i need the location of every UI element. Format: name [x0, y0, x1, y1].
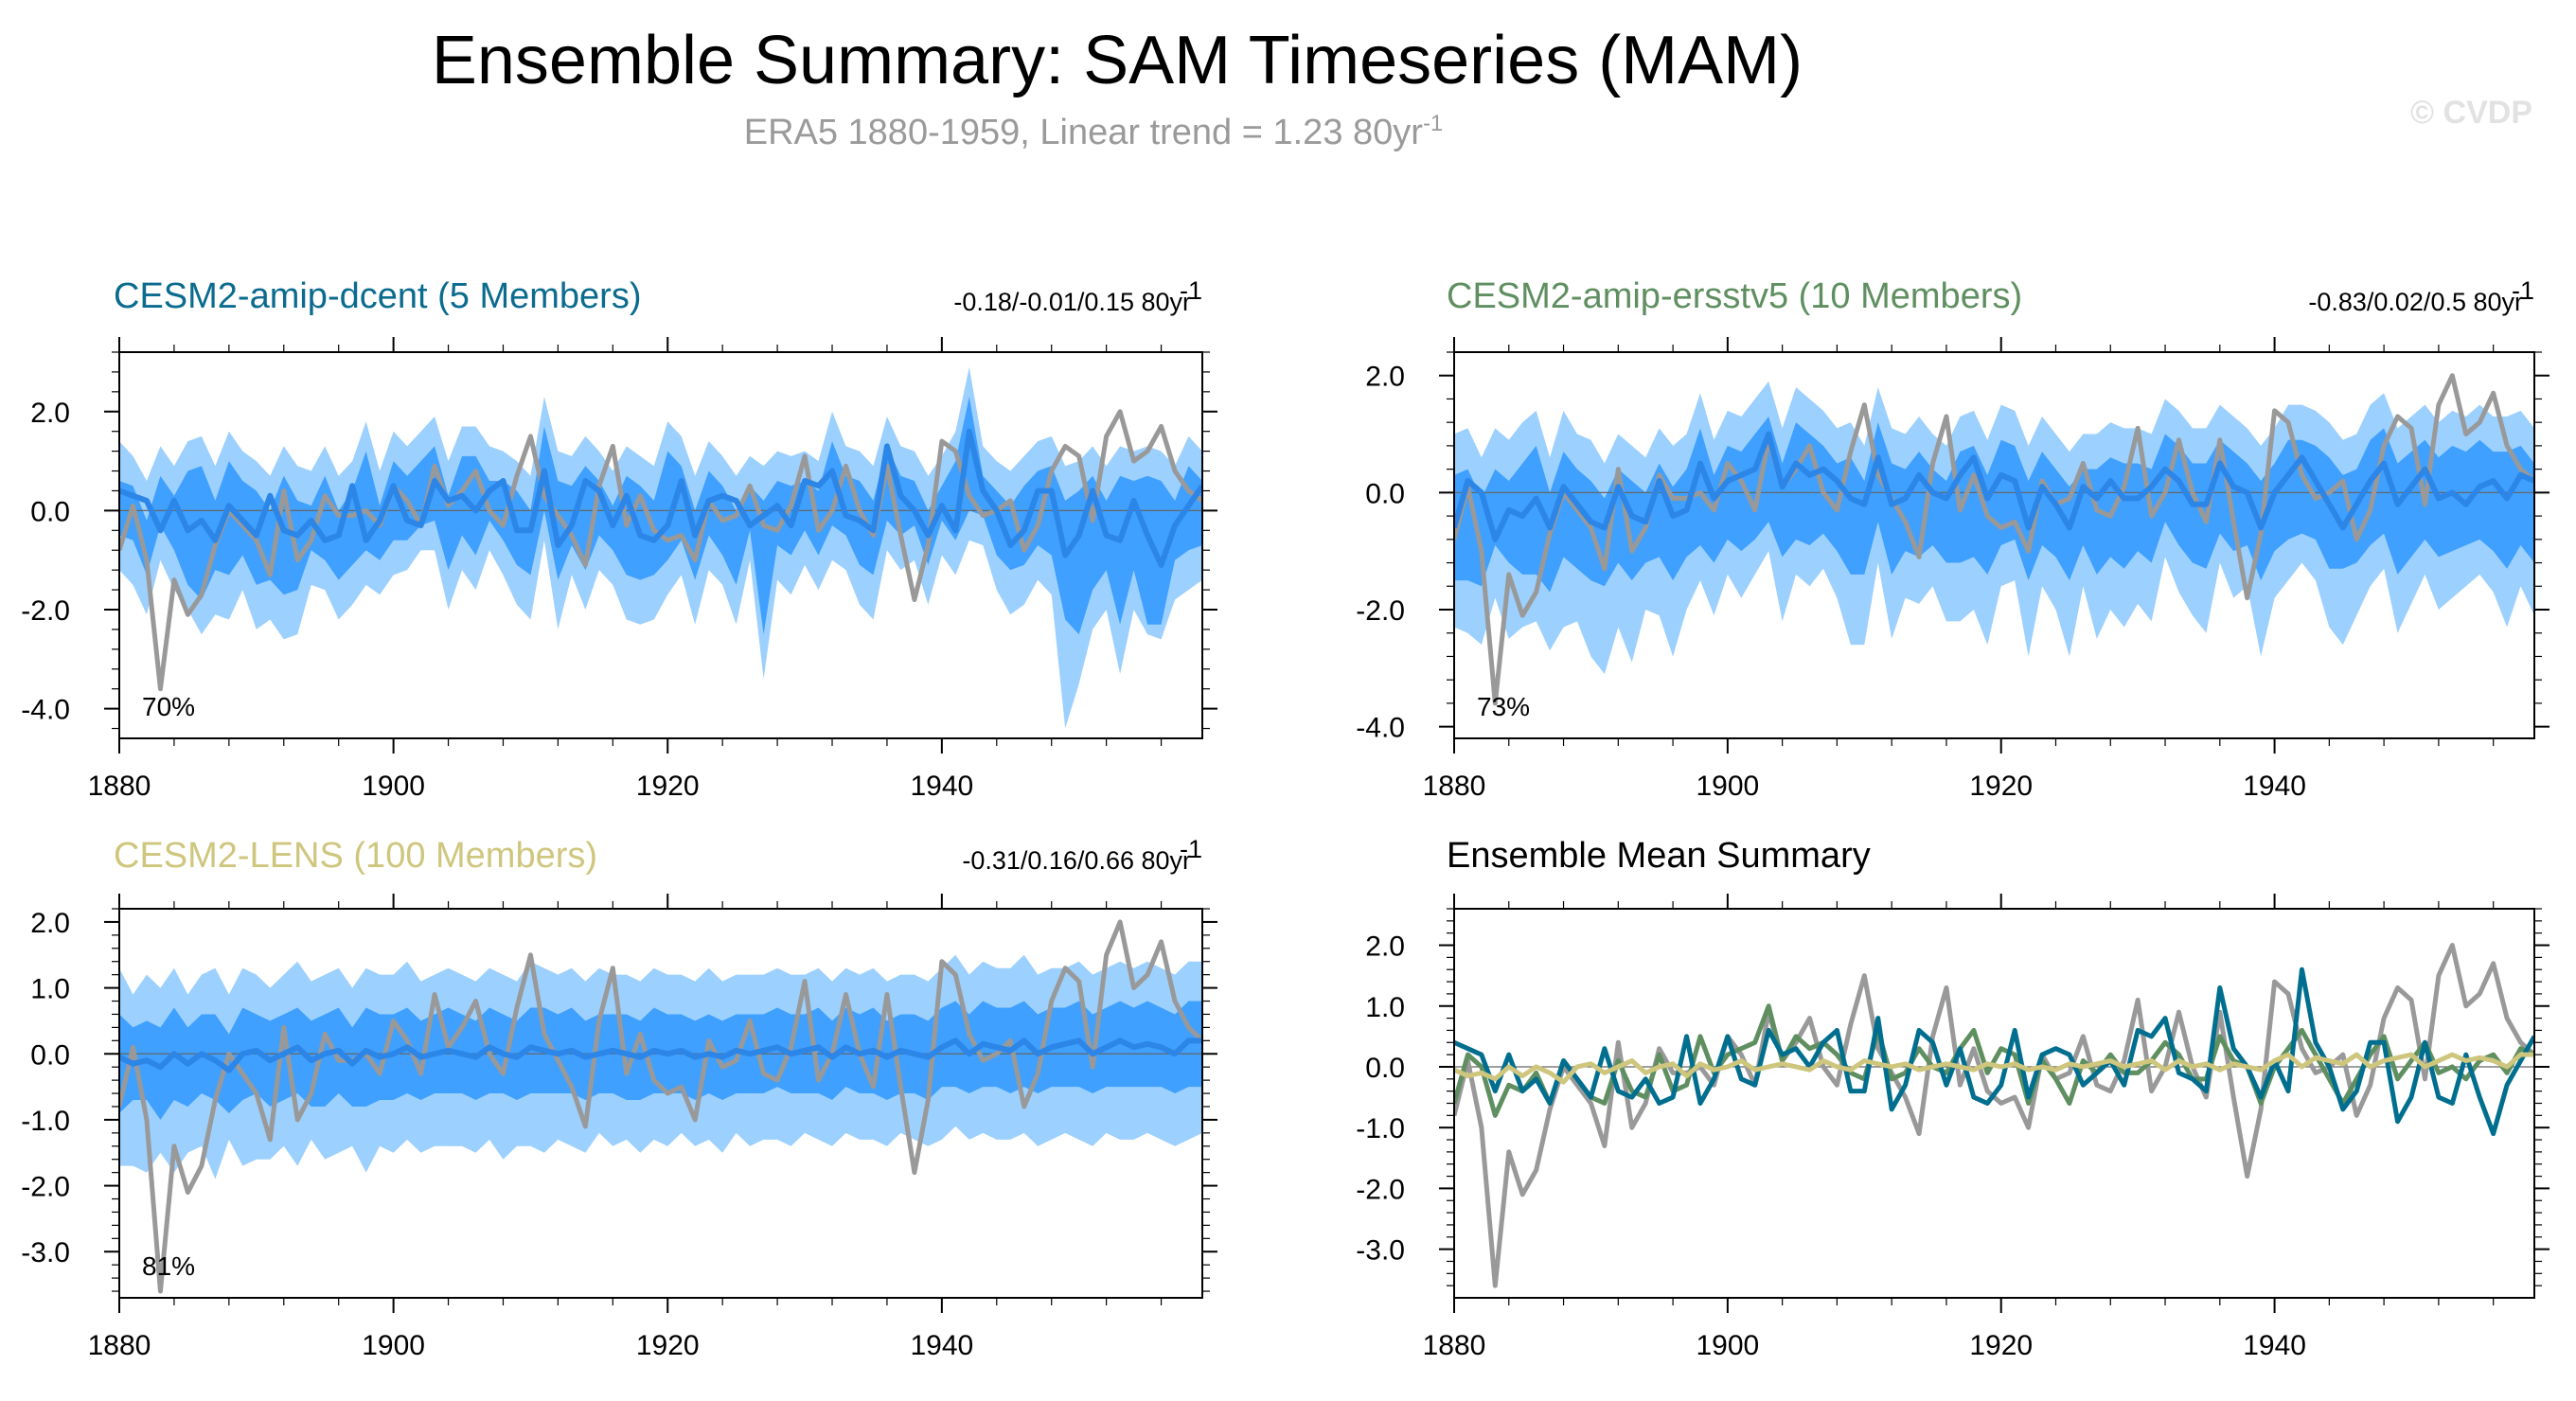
spread-band-inner [1454, 417, 2534, 593]
y-tick-label: 2.0 [1365, 931, 1405, 963]
trend-label: -0.18/-0.01/0.15 80yr [953, 288, 1191, 316]
trend-superscript: -1 [2512, 276, 2534, 305]
y-tick-label: 2.0 [30, 398, 70, 429]
x-tick-label: 1880 [1423, 771, 1486, 802]
x-tick-label: 1940 [2243, 1330, 2306, 1361]
x-tick-label: 1880 [1423, 1330, 1486, 1361]
x-tick-label: 1880 [88, 1330, 151, 1361]
ensemble-mean-line [119, 1037, 1202, 1073]
x-tick-label: 1920 [1969, 771, 2033, 802]
panel-title: CESM2-amip-ersstv5 (10 Members) [1447, 276, 2022, 316]
plot-area [1454, 943, 2534, 1288]
panel-title: CESM2-LENS (100 Members) [114, 836, 597, 876]
y-tick-label: -3.0 [21, 1237, 70, 1268]
x-tick-label: 1940 [910, 771, 973, 802]
trend-superscript: -1 [1180, 276, 1202, 305]
copyright-label: © CVDP [2410, 95, 2532, 131]
percent-label: 73% [1477, 692, 1530, 721]
figure-title: Ensemble Summary: SAM Timeseries (MAM) [432, 23, 1803, 98]
y-tick-label: -2.0 [1356, 595, 1405, 627]
plot-area [1454, 373, 2534, 706]
plot-area [119, 919, 1202, 1294]
y-tick-label: 0.0 [30, 496, 70, 527]
series-line [1454, 1052, 2534, 1085]
obs-series-line [119, 919, 1202, 1294]
y-tick-label: 1.0 [1365, 992, 1405, 1023]
subtitle-superscript: -1 [1423, 111, 1443, 136]
x-tick-label: 1880 [88, 771, 151, 802]
subtitle-text: ERA5 1880-1959, Linear trend = 1.23 80yr [744, 113, 1424, 152]
obs-series-line [1454, 373, 2534, 706]
plot-frame [1453, 351, 2535, 739]
y-tick-label: 0.0 [1365, 478, 1405, 509]
panel-title: Ensemble Mean Summary [1447, 836, 1871, 876]
y-tick-label: -2.0 [1356, 1174, 1405, 1205]
plot-frame [118, 351, 1203, 739]
panel-ensemble-mean-summary: Ensemble Mean Summary 2.0 1.0 0.0 -1.0 -2.0 -3… [1356, 836, 2549, 1361]
y-tick-label: 0.0 [30, 1039, 70, 1071]
trend-label: -0.31/0.16/0.66 80yr [962, 846, 1191, 875]
y-tick-label: -3.0 [1356, 1235, 1405, 1267]
ensemble-mean-line [1454, 431, 2534, 542]
trend-superscript: -1 [1180, 835, 1202, 863]
percent-label: 70% [142, 692, 195, 721]
y-tick-label: -4.0 [1356, 713, 1405, 744]
y-tick-label: -1.0 [21, 1106, 70, 1137]
x-tick-label: 1900 [1696, 1330, 1759, 1361]
x-tick-label: 1920 [636, 771, 700, 802]
x-tick-label: 1900 [362, 771, 425, 802]
panel-ersstv5: CESM2-amip-ersstv5 (10 Members) -0.83/0.0… [1356, 276, 2549, 802]
y-tick-label: 1.0 [30, 974, 70, 1005]
x-tick-label: 1920 [1969, 1330, 2033, 1361]
y-tick-label: -2.0 [21, 595, 70, 627]
y-tick-label: 2.0 [1365, 362, 1405, 393]
panel-dcent: CESM2-amip-dcent (5 Members) -0.18/-0.01/… [21, 276, 1217, 802]
series-line [1454, 943, 2534, 1288]
y-tick-label: -2.0 [21, 1172, 70, 1203]
plot-area [119, 366, 1202, 729]
y-tick-label: 0.0 [1365, 1053, 1405, 1084]
panel-lens: CESM2-LENS (100 Members) -0.31/0.16/0.66 … [21, 835, 1217, 1361]
ensemble-mean-line [119, 428, 1202, 568]
panel-title: CESM2-amip-dcent (5 Members) [114, 276, 641, 316]
x-tick-label: 1940 [2243, 771, 2306, 802]
spread-band-inner [119, 397, 1202, 635]
x-tick-label: 1900 [1696, 771, 1759, 802]
x-tick-label: 1920 [636, 1330, 700, 1361]
x-tick-label: 1940 [910, 1330, 973, 1361]
y-tick-label: 2.0 [30, 908, 70, 939]
series-line [1454, 967, 2534, 1137]
plot-frame [1453, 908, 2535, 1299]
percent-label: 81% [142, 1251, 195, 1281]
plot-frame [118, 908, 1203, 1299]
x-tick-label: 1900 [362, 1330, 425, 1361]
figure-subtitle: ERA5 1880-1959, Linear trend = 1.23 80yr… [744, 111, 1444, 152]
y-tick-label: -1.0 [1356, 1113, 1405, 1144]
trend-label: -0.83/0.02/0.5 80yr [2308, 288, 2523, 316]
y-tick-label: -4.0 [21, 695, 70, 726]
